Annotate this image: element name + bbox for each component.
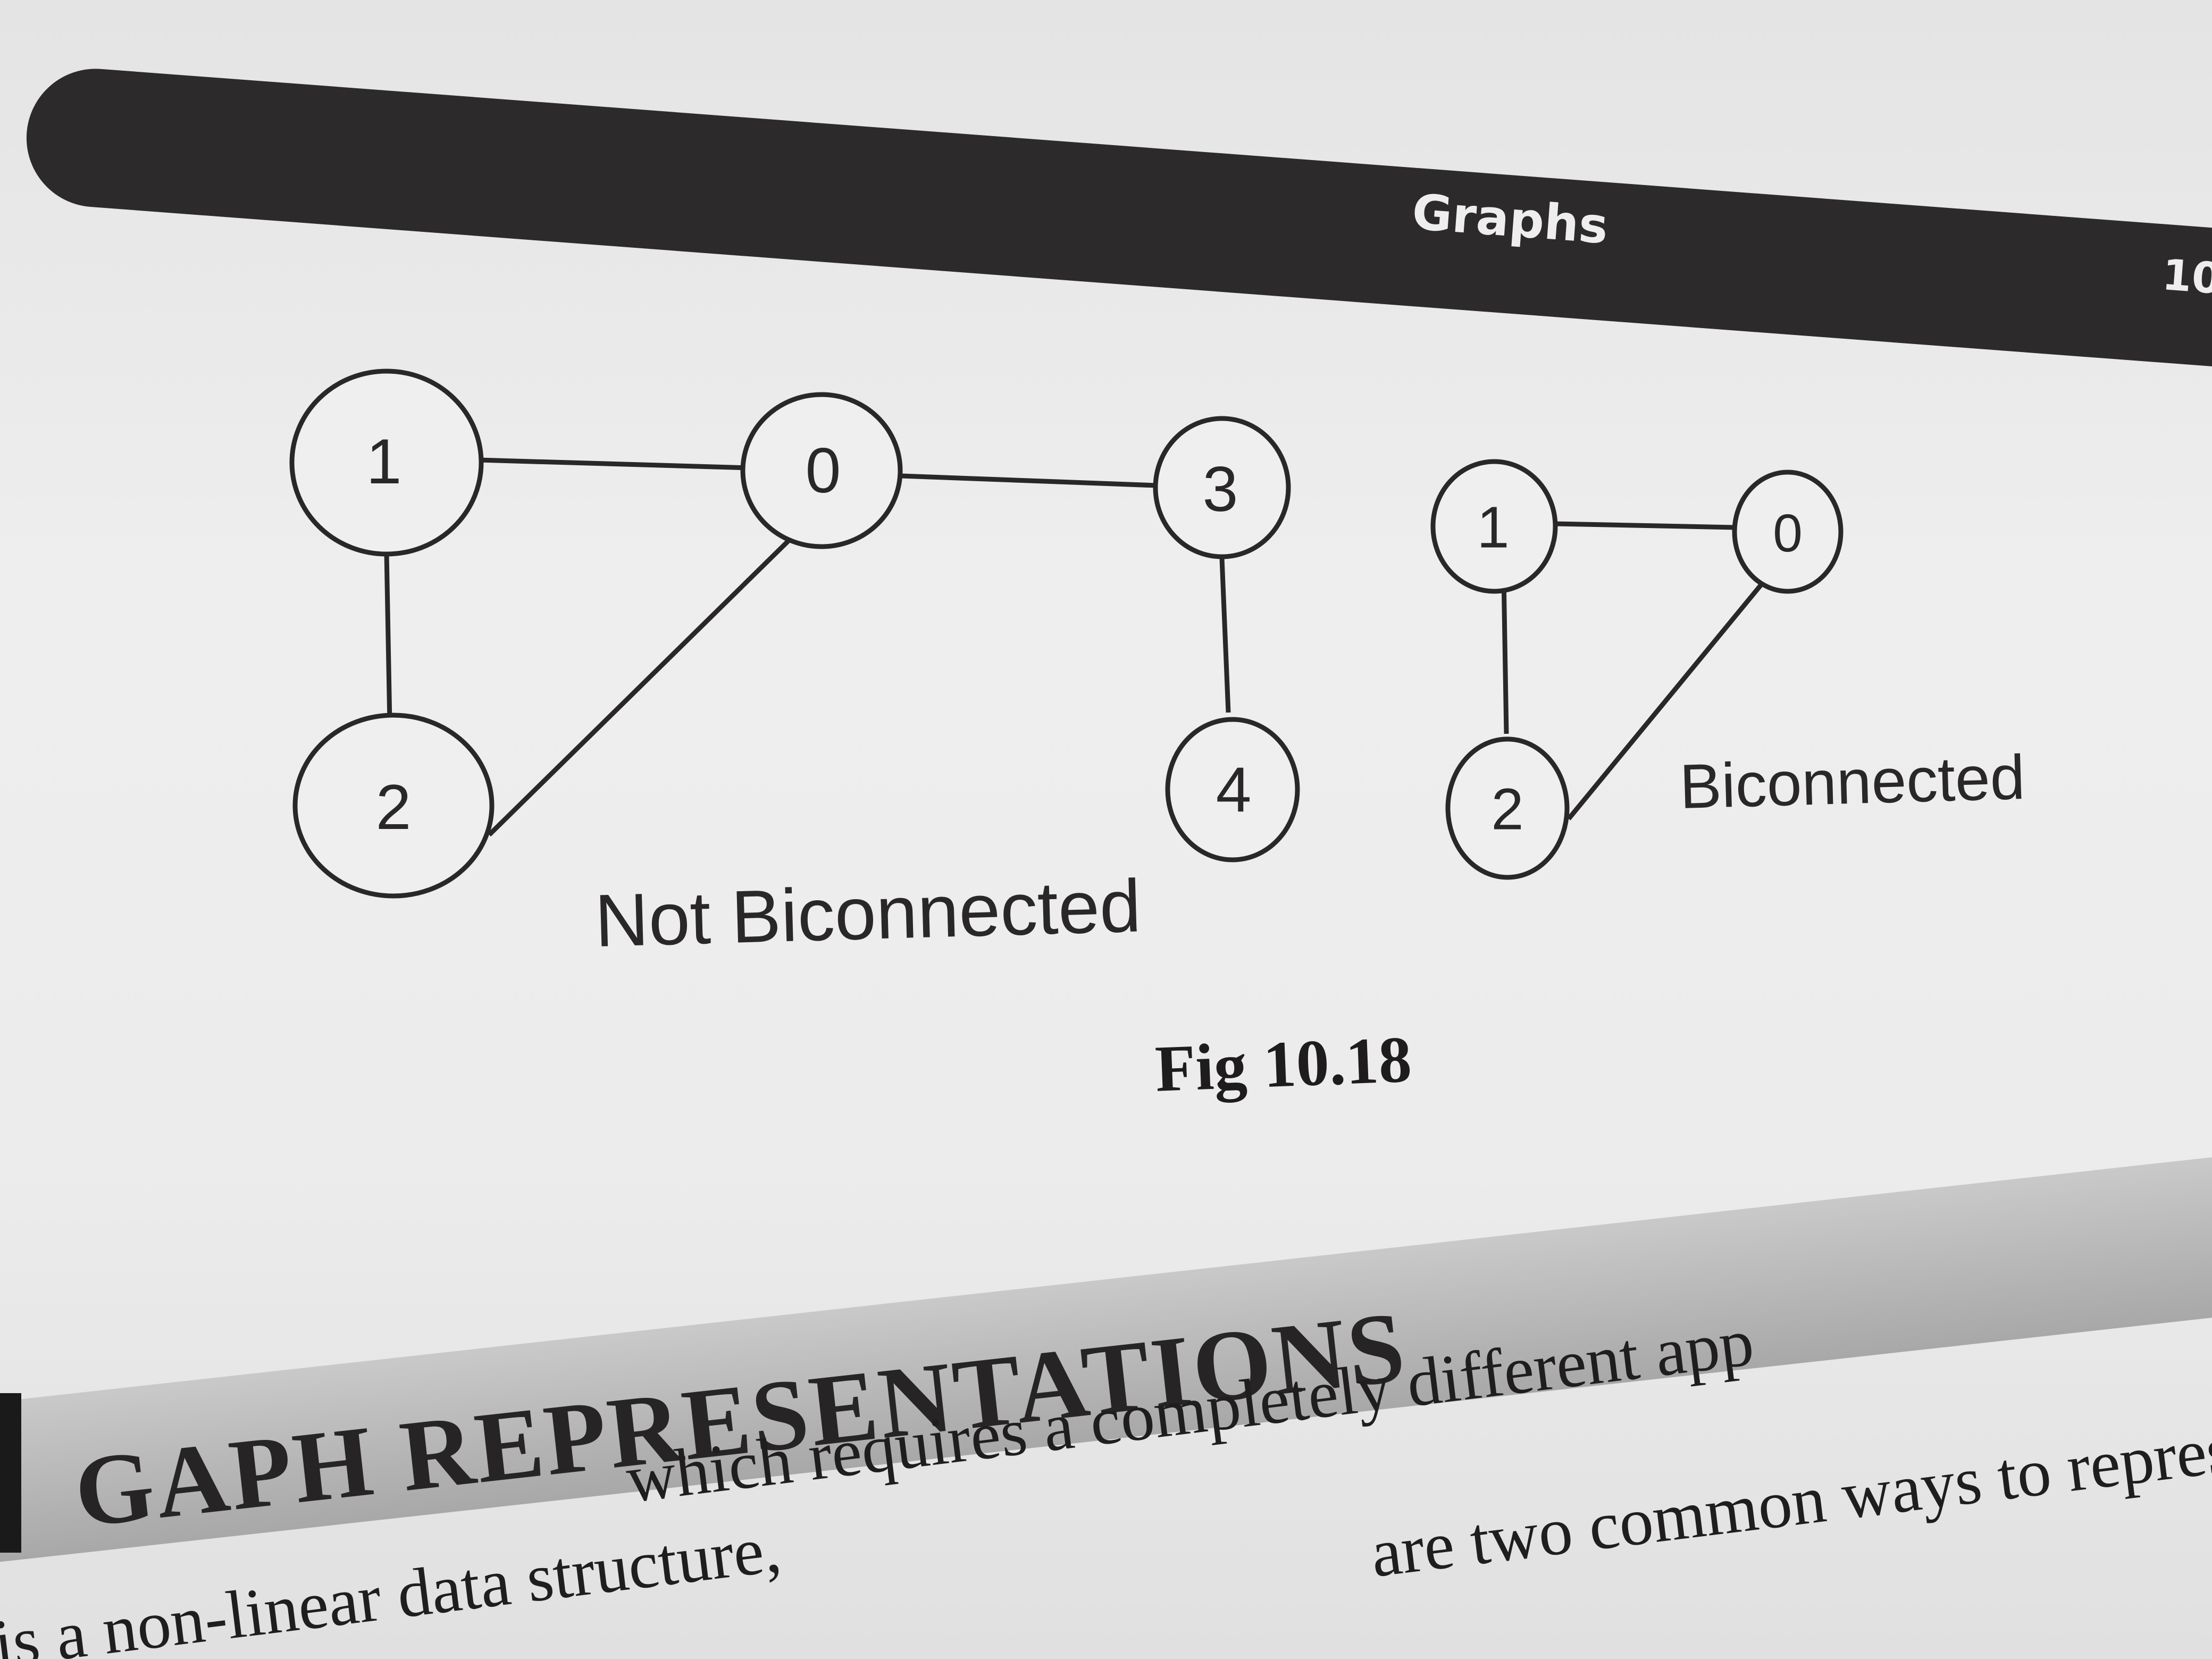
edge-r2-0: [1566, 578, 1767, 820]
node-label-r1: 1: [1477, 495, 1509, 560]
figure-caption: Fig 10.18: [1154, 1023, 1413, 1105]
node-circle-r2: [1445, 736, 1570, 880]
edge-2-0: [487, 535, 794, 837]
edge-1-0: [478, 457, 750, 471]
node-label-0: 0: [806, 435, 841, 506]
edge-3-4: [1219, 558, 1231, 713]
node-label-3: 3: [1203, 454, 1238, 525]
node-circle-0: [740, 392, 903, 549]
node-circle-1: [289, 368, 484, 557]
node-circle-4: [1165, 717, 1300, 862]
caption-biconnected: Biconnected: [1679, 742, 2026, 822]
caption-not-biconnected: Not Biconnected: [593, 864, 1142, 962]
edge-1-2: [384, 552, 392, 724]
edge-r1-2: [1501, 576, 1509, 734]
node-label-r0: 0: [1773, 504, 1803, 563]
section-heading-marker: [0, 1393, 21, 1553]
node-circle-2: [292, 713, 495, 899]
node-circle-r1: [1430, 459, 1558, 594]
edge-r1-0: [1555, 521, 1737, 530]
node-circle-r0: [1732, 470, 1844, 594]
node-circle-3: [1153, 416, 1291, 559]
node-label-2: 2: [376, 772, 412, 843]
node-label-4: 4: [1216, 754, 1252, 825]
edge-0-3: [901, 473, 1157, 488]
node-label-r2: 2: [1491, 777, 1523, 842]
node-label-1: 1: [366, 426, 402, 497]
